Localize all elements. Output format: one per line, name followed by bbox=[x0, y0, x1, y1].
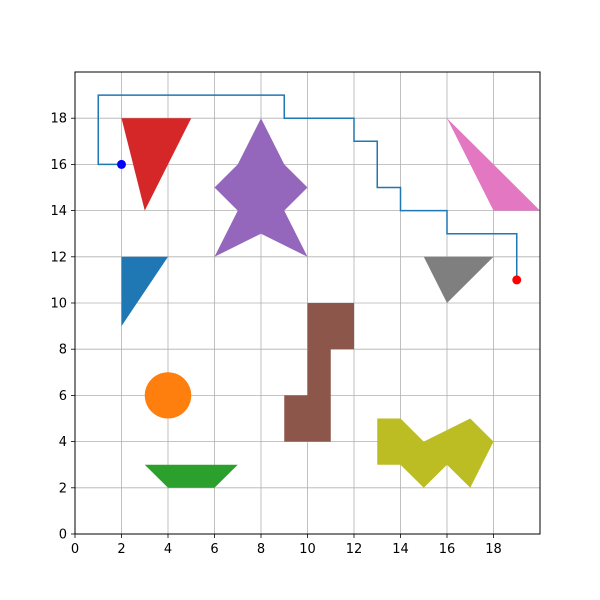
x-tick-label-10: 10 bbox=[299, 542, 316, 557]
end-point-marker bbox=[512, 275, 522, 285]
x-tick-label-2: 2 bbox=[117, 542, 125, 557]
x-tick-label-18: 18 bbox=[485, 542, 502, 557]
obstacle-circle-7 bbox=[144, 372, 192, 419]
x-tick-label-8: 8 bbox=[257, 542, 265, 557]
y-tick-label-4: 4 bbox=[59, 435, 67, 450]
y-tick-label-8: 8 bbox=[59, 343, 67, 358]
marker-layer bbox=[117, 159, 522, 285]
obstacle-polygon-3 bbox=[447, 118, 540, 211]
y-tick-label-14: 14 bbox=[50, 204, 67, 219]
obstacle-polygon-5 bbox=[423, 256, 494, 303]
y-tick-label-0: 0 bbox=[59, 528, 67, 543]
y-tick-label-10: 10 bbox=[50, 297, 67, 312]
y-tick-label-6: 6 bbox=[59, 389, 67, 404]
x-tick-label-0: 0 bbox=[71, 542, 79, 557]
obstacle-polygon-2 bbox=[214, 118, 308, 257]
x-tick-label-12: 12 bbox=[346, 542, 363, 557]
tick-layer: 0 2 4 6 8 10 12 14 16 18 0 2 4 6 8 10 12 14 16 18 bbox=[50, 112, 501, 557]
path-layer bbox=[97, 94, 518, 280]
y-tick-label-12: 12 bbox=[50, 250, 67, 265]
path-line bbox=[97, 94, 518, 280]
x-tick-label-14: 14 bbox=[392, 542, 409, 557]
obstacle-polygon-8 bbox=[377, 418, 494, 488]
obstacle-polygon-1 bbox=[121, 118, 192, 211]
start-point-marker bbox=[117, 159, 126, 169]
y-tick-label-16: 16 bbox=[50, 158, 67, 173]
x-tick-label-4: 4 bbox=[164, 542, 172, 557]
x-tick-label-16: 16 bbox=[439, 542, 456, 557]
x-tick-label-6: 6 bbox=[210, 542, 218, 557]
obstacle-polygon-6 bbox=[284, 303, 354, 442]
y-tick-label-18: 18 bbox=[50, 112, 67, 127]
y-tick-label-2: 2 bbox=[59, 481, 67, 496]
obstacle-polygon-4 bbox=[121, 256, 168, 327]
obstacle-layer bbox=[121, 118, 540, 488]
obstacle-polygon-9 bbox=[144, 464, 238, 488]
